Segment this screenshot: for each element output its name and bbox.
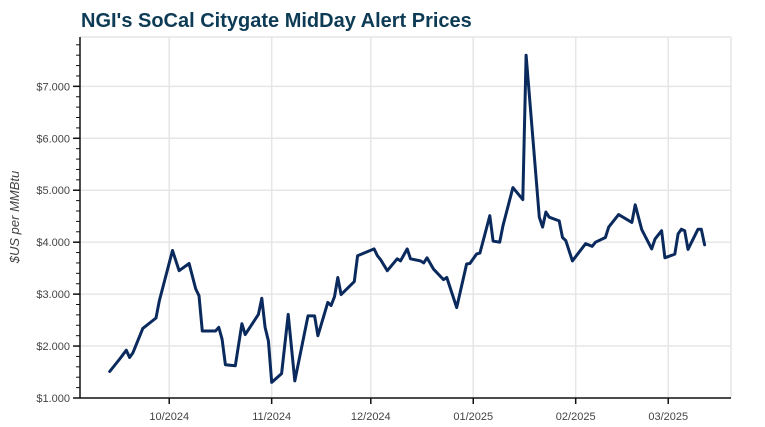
axes bbox=[73, 37, 731, 404]
x-tick-label: 12/2024 bbox=[351, 411, 391, 423]
y-tick-label: $2.000 bbox=[36, 341, 70, 353]
y-tick-label: $1.000 bbox=[36, 393, 70, 405]
y-tick-label: $3.000 bbox=[36, 289, 70, 301]
x-tick-label: 03/2025 bbox=[648, 411, 688, 423]
price-line bbox=[108, 53, 707, 384]
chart-title: NGI's SoCal Citygate MidDay Alert Prices bbox=[81, 10, 472, 32]
y-tick-label: $5.000 bbox=[36, 185, 70, 197]
x-tick-label: 02/2025 bbox=[556, 411, 596, 423]
y-tick-label: $4.000 bbox=[36, 237, 70, 249]
x-tick-label: 11/2024 bbox=[252, 411, 291, 423]
y-tick-label: $6.000 bbox=[36, 133, 70, 145]
x-tick-label: 01/2025 bbox=[453, 411, 493, 423]
y-axis-label: $US per MMBtu bbox=[7, 171, 22, 264]
x-tick-label: 10/2024 bbox=[149, 411, 189, 423]
y-tick-label: $7.000 bbox=[36, 81, 70, 93]
grid bbox=[80, 36, 732, 398]
tick-labels: $1.000 $2.000 $3.000 $4.000 $5.000 $6.000 $7.0… bbox=[36, 81, 688, 423]
